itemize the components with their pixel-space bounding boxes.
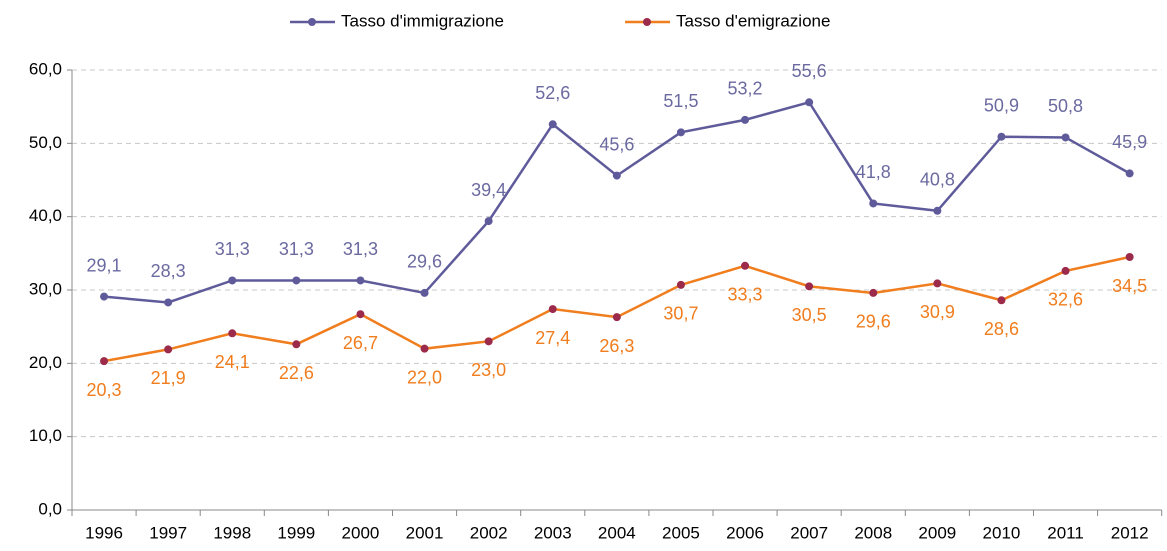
- data-label: 28,6: [984, 319, 1019, 339]
- data-label: 30,5: [792, 305, 827, 325]
- legend-label: Tasso d'emigrazione: [676, 11, 830, 30]
- data-label: 33,3: [728, 285, 763, 305]
- data-point: [1061, 133, 1070, 142]
- data-label: 29,6: [856, 312, 891, 332]
- data-point: [676, 128, 685, 137]
- data-point: [933, 279, 942, 288]
- data-point: [484, 337, 493, 346]
- x-tick-label: 2000: [342, 523, 380, 542]
- y-tick-label: 60,0: [29, 59, 62, 78]
- x-tick-label: 2008: [854, 523, 892, 542]
- data-label: 26,7: [343, 333, 378, 353]
- data-label: 21,9: [151, 368, 186, 388]
- data-point: [356, 276, 365, 285]
- x-tick-label: 2007: [790, 523, 828, 542]
- data-point: [356, 310, 365, 319]
- data-point: [1061, 266, 1070, 275]
- data-label: 22,0: [407, 367, 442, 387]
- y-tick-label: 0,0: [38, 499, 62, 518]
- data-label: 29,6: [407, 252, 442, 272]
- legend-label: Tasso d'immigrazione: [341, 11, 504, 30]
- data-label: 52,6: [535, 83, 570, 103]
- data-label: 27,4: [535, 328, 570, 348]
- data-label: 39,4: [471, 180, 506, 200]
- data-label: 31,3: [343, 239, 378, 259]
- y-tick-label: 50,0: [29, 133, 62, 152]
- data-point: [228, 329, 237, 338]
- x-tick-label: 2003: [534, 523, 572, 542]
- data-label: 20,3: [87, 380, 122, 400]
- data-label: 22,6: [279, 363, 314, 383]
- data-label: 51,5: [663, 91, 698, 111]
- data-point: [933, 206, 942, 215]
- legend-marker: [643, 18, 651, 26]
- data-point: [676, 280, 685, 289]
- data-point: [741, 261, 750, 270]
- data-point: [228, 276, 237, 285]
- data-label: 28,3: [151, 261, 186, 281]
- data-point: [997, 132, 1006, 141]
- x-tick-label: 2011: [1047, 523, 1084, 542]
- x-tick-label: 2006: [726, 523, 764, 542]
- y-tick-label: 10,0: [29, 426, 62, 445]
- data-point: [997, 296, 1006, 305]
- data-label: 34,5: [1112, 276, 1147, 296]
- data-label: 45,6: [599, 134, 634, 154]
- data-point: [164, 298, 173, 307]
- data-label: 50,9: [984, 95, 1019, 115]
- data-point: [805, 282, 814, 291]
- y-tick-label: 30,0: [29, 279, 62, 298]
- data-point: [484, 217, 493, 226]
- y-tick-label: 20,0: [29, 353, 62, 372]
- x-tick-label: 2005: [662, 523, 700, 542]
- data-point: [612, 313, 621, 322]
- x-tick-label: 2009: [918, 523, 956, 542]
- data-point: [612, 171, 621, 180]
- x-tick-label: 2004: [598, 523, 636, 542]
- data-point: [548, 305, 557, 314]
- x-tick-label: 1996: [85, 523, 123, 542]
- data-point: [420, 288, 429, 297]
- x-tick-label: 2001: [406, 523, 444, 542]
- data-label: 40,8: [920, 170, 955, 190]
- data-label: 45,9: [1112, 132, 1147, 152]
- x-tick-label: 1998: [213, 523, 251, 542]
- data-label: 23,0: [471, 360, 506, 380]
- data-point: [805, 98, 814, 107]
- data-label: 24,1: [215, 352, 250, 372]
- y-tick-label: 40,0: [29, 206, 62, 225]
- x-tick-label: 2012: [1111, 523, 1149, 542]
- x-tick-label: 2010: [983, 523, 1021, 542]
- data-point: [1125, 169, 1134, 178]
- data-point: [292, 276, 301, 285]
- data-label: 26,3: [599, 336, 634, 356]
- data-label: 55,6: [792, 61, 827, 81]
- data-label: 31,3: [279, 239, 314, 259]
- x-tick-label: 2002: [470, 523, 508, 542]
- data-label: 41,8: [856, 162, 891, 182]
- x-tick-label: 1999: [277, 523, 315, 542]
- data-point: [869, 199, 878, 208]
- data-label: 29,1: [87, 255, 122, 275]
- data-label: 30,9: [920, 302, 955, 322]
- x-tick-label: 1997: [149, 523, 187, 542]
- data-label: 50,8: [1048, 96, 1083, 116]
- series-line: [103, 100, 1131, 304]
- data-point: [741, 115, 750, 124]
- data-point: [100, 292, 109, 301]
- data-point: [164, 345, 173, 354]
- data-label: 30,7: [663, 304, 698, 324]
- data-point: [420, 344, 429, 353]
- data-point: [548, 120, 557, 129]
- data-point: [1125, 253, 1134, 261]
- data-label: 31,3: [215, 239, 250, 259]
- data-label: 32,6: [1048, 290, 1083, 310]
- data-point: [292, 340, 301, 349]
- legend-marker: [308, 18, 316, 26]
- data-label: 53,2: [728, 79, 763, 99]
- data-point: [100, 357, 109, 366]
- data-point: [869, 288, 878, 297]
